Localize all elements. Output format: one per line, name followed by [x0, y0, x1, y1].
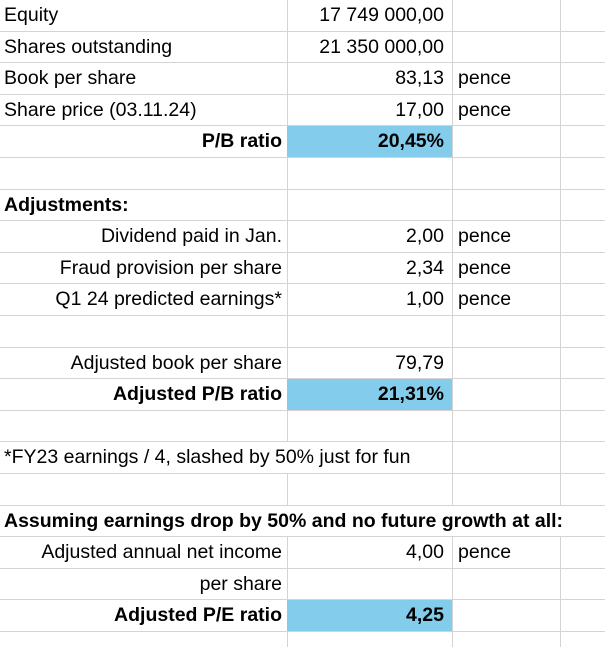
row-net-income: Adjusted annual net income 4,00 pence — [0, 537, 605, 569]
row-empty — [0, 411, 605, 443]
row-adjusted-pb: Adjusted P/B ratio 21,31% — [0, 379, 605, 411]
row-empty — [0, 158, 605, 190]
cell-adj-pb-label[interactable]: Adjusted P/B ratio — [112, 383, 282, 406]
row-empty — [0, 316, 605, 348]
cell-pb-label[interactable]: P/B ratio — [201, 130, 282, 153]
row-q1-earnings: Q1 24 predicted earnings* 1,00 pence — [0, 284, 605, 316]
column-divider — [287, 0, 288, 647]
cell-net-income-unit[interactable]: pence — [458, 541, 512, 564]
cell-q1-value[interactable]: 1,00 — [406, 288, 444, 311]
column-divider — [560, 0, 561, 647]
cell-book-label[interactable]: Book per share — [4, 67, 137, 90]
cell-assumption[interactable]: Assuming earnings drop by 50% and no fut… — [0, 505, 605, 537]
cell-price-value[interactable]: 17,00 — [395, 98, 444, 121]
row-adjusted-book: Adjusted book per share 79,79 — [0, 348, 605, 380]
cell-adj-pe-label[interactable]: Adjusted P/E ratio — [114, 604, 282, 627]
cell-fraud-label[interactable]: Fraud provision per share — [59, 256, 282, 279]
cell-adj-pe-value[interactable]: 4,25 — [287, 600, 452, 631]
row-per-share: per share — [0, 569, 605, 601]
row-fraud-provision: Fraud provision per share 2,34 pence — [0, 253, 605, 285]
row-share-price: Share price (03.11.24) 17,00 pence — [0, 95, 605, 127]
row-pb-ratio: P/B ratio 20,45% — [0, 126, 605, 158]
row-adjustments-header: Adjustments: — [0, 190, 605, 222]
cell-net-income-value[interactable]: 4,00 — [406, 541, 444, 564]
cell-net-income-label[interactable]: Adjusted annual net income — [41, 541, 282, 564]
cell-book-value[interactable]: 83,13 — [395, 67, 444, 90]
cell-equity-value[interactable]: 17 749 000,00 — [319, 4, 444, 26]
cell-equity-label[interactable]: Equity — [4, 4, 59, 26]
cell-shares-label[interactable]: Shares outstanding — [4, 35, 173, 58]
column-divider — [452, 0, 453, 647]
cell-pb-value[interactable]: 20,45% — [287, 126, 452, 157]
cell-adjustments-label[interactable]: Adjustments: — [4, 193, 129, 216]
cell-q1-label[interactable]: Q1 24 predicted earnings* — [55, 288, 282, 311]
cell-fraud-value[interactable]: 2,34 — [406, 256, 444, 279]
cell-dividend-label[interactable]: Dividend paid in Jan. — [100, 225, 282, 248]
cell-adj-pb-value[interactable]: 21,31% — [287, 379, 452, 410]
row-shares-outstanding: Shares outstanding 21 350 000,00 — [0, 32, 605, 64]
cell-shares-value[interactable]: 21 350 000,00 — [319, 35, 444, 58]
cell-q1-unit[interactable]: pence — [458, 288, 512, 311]
cell-dividend-unit[interactable]: pence — [458, 225, 512, 248]
cell-per-share-label[interactable]: per share — [199, 572, 282, 595]
row-dividend: Dividend paid in Jan. 2,00 pence — [0, 221, 605, 253]
cell-price-unit[interactable]: pence — [458, 98, 512, 121]
row-equity: Equity 17 749 000,00 — [0, 0, 605, 32]
cell-footnote[interactable]: *FY23 earnings / 4, slashed by 50% just … — [0, 442, 452, 473]
cell-price-label[interactable]: Share price (03.11.24) — [4, 98, 197, 121]
cell-fraud-unit[interactable]: pence — [458, 256, 512, 279]
cell-adj-book-label[interactable]: Adjusted book per share — [70, 351, 282, 374]
cell-adj-book-value[interactable]: 79,79 — [395, 351, 444, 374]
row-book-per-share: Book per share 83,13 pence — [0, 63, 605, 95]
cell-dividend-value[interactable]: 2,00 — [406, 225, 444, 248]
row-footnote: *FY23 earnings / 4, slashed by 50% just … — [0, 442, 605, 474]
row-empty — [0, 474, 605, 506]
row-assumption: Assuming earnings drop by 50% and no fut… — [0, 505, 605, 538]
cell-book-unit[interactable]: pence — [458, 67, 512, 90]
row-adjusted-pe: Adjusted P/E ratio 4,25 — [0, 600, 605, 632]
